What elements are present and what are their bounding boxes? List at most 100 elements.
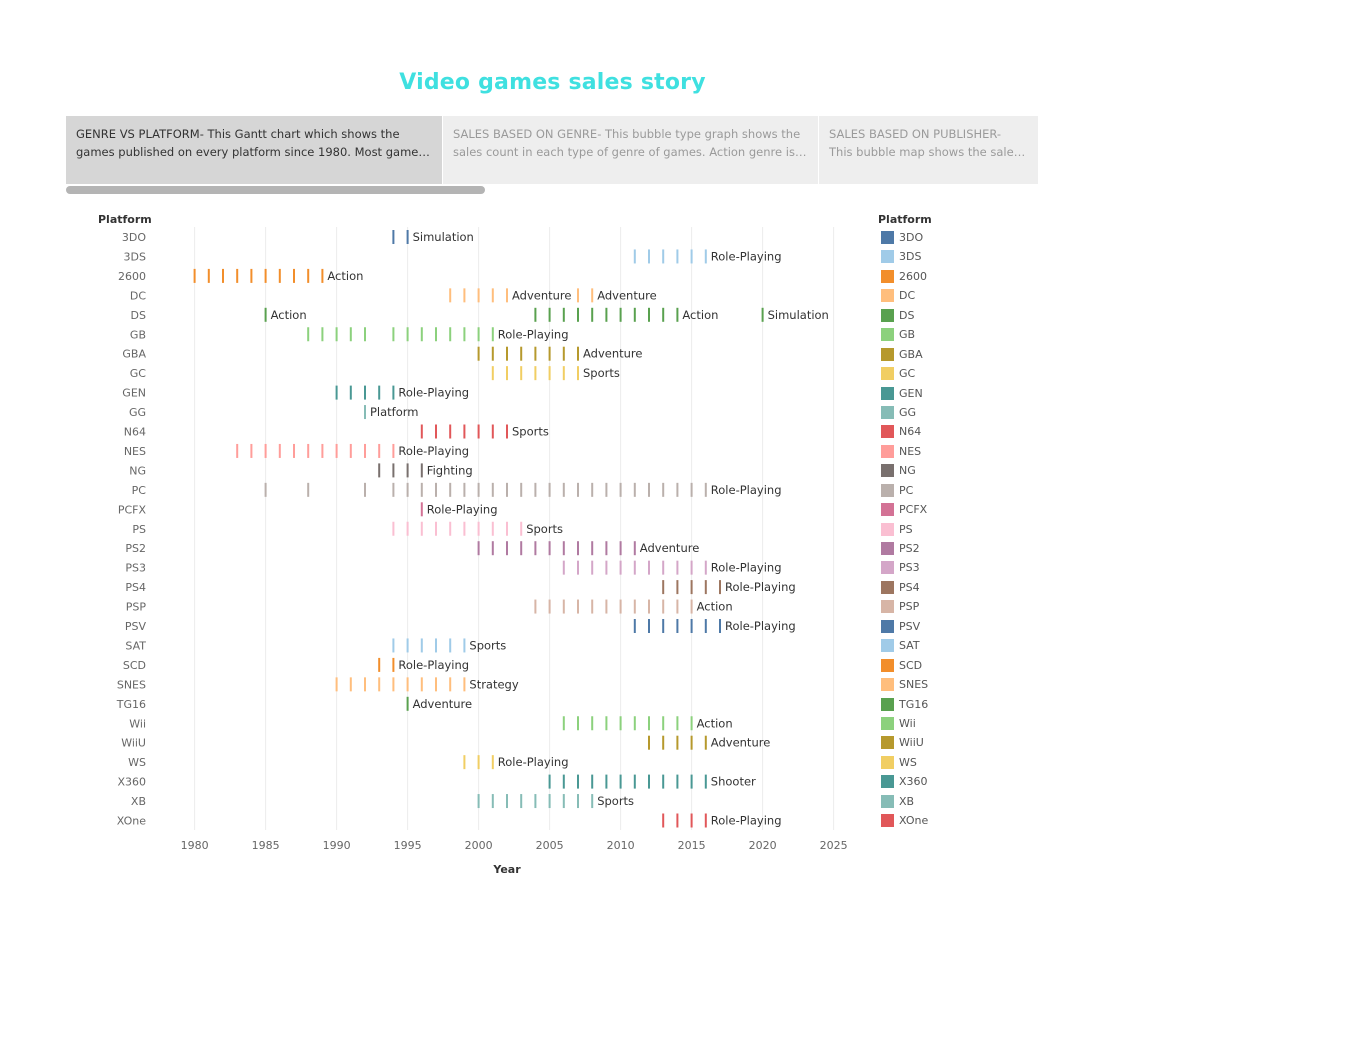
story-point-sales-by-genre[interactable]: SALES BASED ON GENRE- This bubble type g… [443,116,818,184]
legend-item[interactable]: N64 [878,422,932,441]
legend-item[interactable]: X360 [878,772,932,791]
legend-item[interactable]: GB [878,325,932,344]
legend-item[interactable]: NES [878,442,932,461]
x-tick-label: 1990 [323,839,351,852]
legend-item[interactable]: PS4 [878,578,932,597]
legend-item[interactable]: DC [878,286,932,305]
gantt-mark [506,288,508,303]
legend-item[interactable]: PSP [878,597,932,616]
data-label: Role-Playing [725,580,796,594]
legend-item[interactable]: GG [878,403,932,422]
gantt-mark [577,560,579,575]
legend-item[interactable]: 3DO [878,228,932,247]
legend-label: XOne [899,814,929,828]
gantt-mark [264,307,267,322]
gantt-mark [278,268,281,283]
legend-item[interactable]: GEN [878,384,932,403]
gantt-mark [463,424,466,439]
gantt-mark [690,619,693,633]
data-label: Role-Playing [711,561,782,575]
data-label: Adventure [640,541,699,555]
gantt-mark [392,482,395,497]
gantt-mark [534,599,537,614]
legend-label: PS3 [899,561,920,575]
gantt-mark [307,482,310,497]
gantt-mark [392,463,395,478]
legend-item[interactable]: WiiU [878,733,932,752]
legend-item[interactable]: PSV [878,617,932,636]
legend-item[interactable]: 3DS [878,247,932,266]
gantt-mark [477,288,480,303]
legend-item[interactable]: Wii [878,714,932,733]
legend-swatch [881,697,894,711]
gantt-mark [392,521,395,536]
legend-item[interactable]: PCFX [878,500,932,519]
gantt-mark [420,424,423,439]
legend-swatch [881,542,894,555]
gantt-mark [562,482,565,497]
legend-item[interactable]: SCD [878,656,932,675]
legend-item[interactable]: PS2 [878,539,932,558]
gantt-mark [463,288,466,303]
legend-item[interactable]: XOne [878,811,932,830]
gantt-mark [193,268,196,283]
y-tick-label: PSV [125,620,147,633]
gantt-mark [506,794,508,809]
gantt-mark [562,366,565,381]
legend-item[interactable]: PS [878,520,932,539]
gantt-mark [491,755,494,770]
story-point-sales-by-publisher[interactable]: SALES BASED ON PUBLISHER- This bubble ma… [819,116,1038,184]
legend-item[interactable]: GC [878,364,932,383]
gantt-mark [435,327,437,342]
gantt-mark [577,599,579,614]
gantt-mark [406,327,409,342]
legend-item[interactable]: DS [878,306,932,325]
data-label: Role-Playing [498,327,569,341]
gantt-mark [648,774,650,789]
y-tick-label: GBA [122,348,146,361]
legend-swatch [881,600,894,614]
legend-swatch [881,522,894,536]
legend-item[interactable]: GBA [878,345,932,364]
gantt-mark [435,482,437,497]
legend-item[interactable]: SNES [878,675,932,694]
gantt-mark [378,463,381,478]
gantt-mark [406,521,409,536]
gantt-mark [676,560,679,575]
story-point-genre-vs-platform[interactable]: GENRE VS PLATFORM- This Gantt chart whic… [66,116,442,184]
legend-item[interactable]: TG16 [878,695,932,714]
gantt-mark [463,327,466,342]
y-tick-label: PS4 [125,581,146,594]
gantt-mark [477,521,480,536]
gantt-chart[interactable]: Platform 3DO Simulation 3DS Role-Playing 2600… [0,0,870,900]
data-label: Role-Playing [398,386,469,400]
gantt-mark [690,735,693,750]
gantt-mark [406,463,409,478]
gantt-mark [577,794,579,809]
legend-item[interactable]: PS3 [878,558,932,577]
gantt-mark [676,599,679,614]
legend-item[interactable]: NG [878,461,932,480]
legend-item[interactable]: WS [878,753,932,772]
legend-item[interactable]: PC [878,481,932,500]
gantt-mark [378,443,381,458]
gantt-mark [633,716,636,731]
legend-label: GBA [899,347,923,361]
gantt-mark [449,638,452,653]
data-label: Sports [469,638,506,652]
legend-item[interactable]: SAT [878,636,932,655]
gantt-mark [577,541,579,556]
gantt-mark [548,482,551,497]
gantt-mark [662,307,665,322]
story-navigator-scrollbar[interactable] [66,186,485,194]
legend-item[interactable]: XB [878,792,932,811]
gantt-mark [463,482,466,497]
gantt-mark [364,482,366,497]
legend-item[interactable]: 2600 [878,267,932,286]
gantt-mark [364,677,366,692]
gantt-mark [662,580,665,595]
gantt-mark [591,560,594,575]
gantt-mark [491,541,494,556]
gantt-mark [548,346,551,361]
gantt-mark [676,249,679,264]
